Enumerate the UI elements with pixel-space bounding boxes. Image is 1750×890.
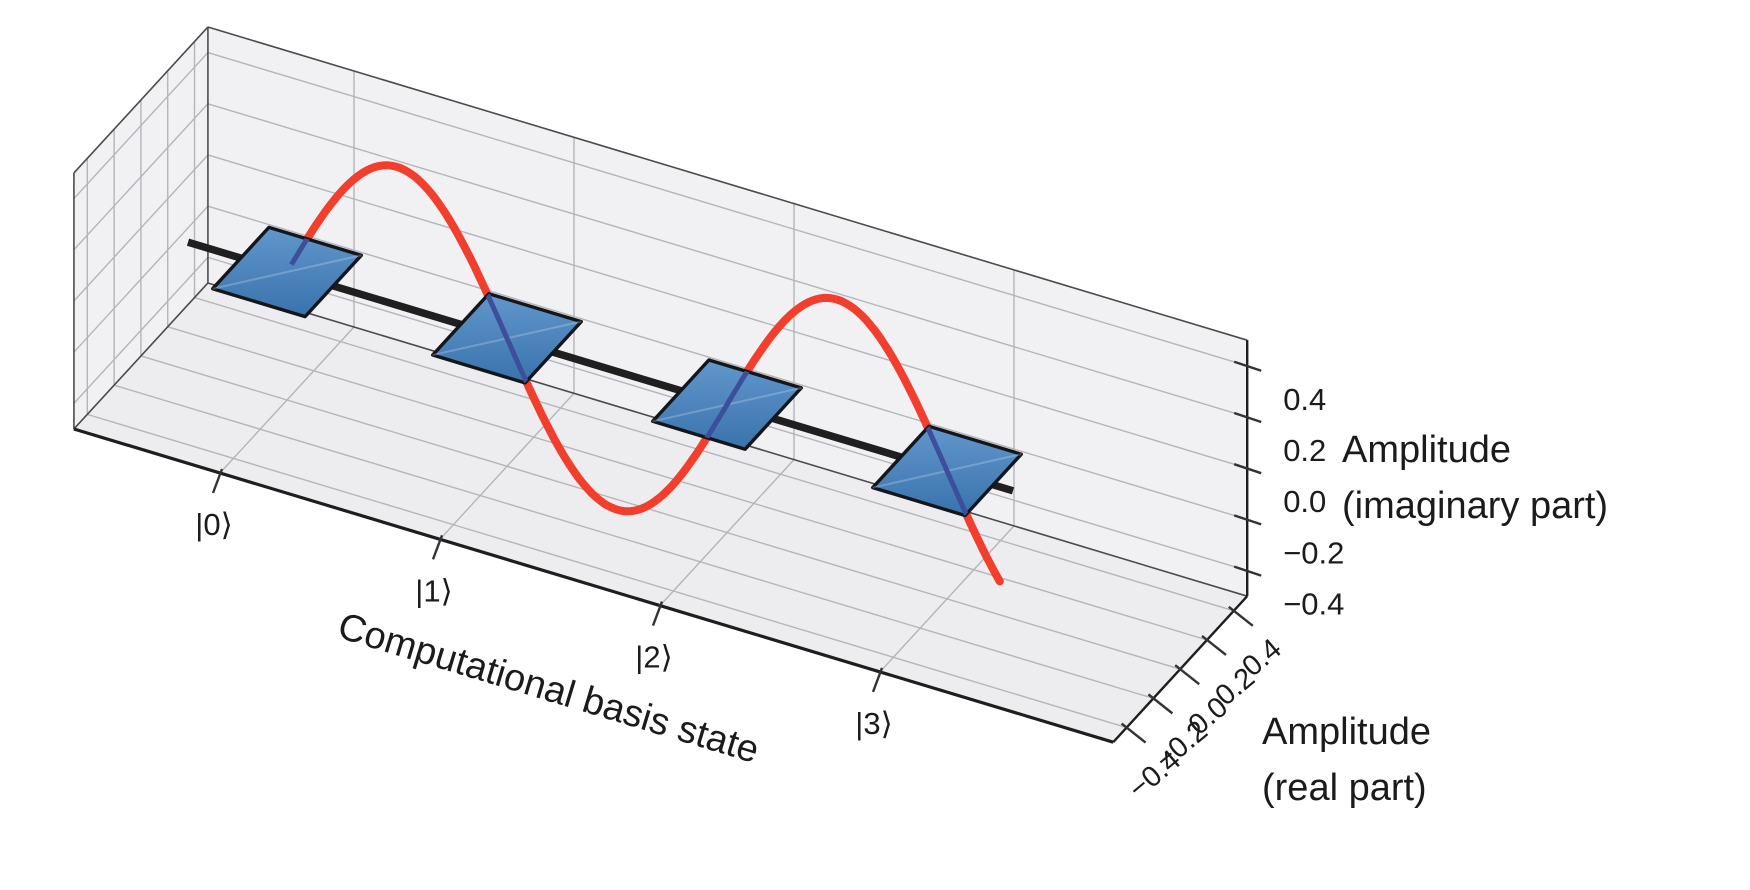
x-tick (431, 534, 444, 560)
real-axis-label-line2: (real part) (1262, 767, 1427, 809)
grid-line (207, 51, 1248, 367)
imag-axis-tick-label: 0.2 (1283, 433, 1326, 468)
real-axis-tick (1201, 635, 1227, 656)
imag-axis-tick (1233, 360, 1262, 372)
x-axis-line (73, 427, 1114, 744)
imag-axis-tick (1233, 411, 1262, 424)
real-axis-label-line1: Amplitude (1262, 711, 1431, 753)
grid-line (113, 384, 1154, 700)
imag-axis-tick-label: 0.4 (1283, 382, 1326, 417)
x-tick (871, 667, 884, 693)
real-axis-tick (1228, 605, 1254, 627)
box-edge (73, 26, 209, 174)
imag-axis-tick-label: −0.2 (1283, 535, 1344, 570)
imag-axis-label-line2: (imaginary part) (1342, 485, 1608, 527)
grid-line (207, 103, 1248, 418)
x-tick-label: |2⟩ (635, 640, 672, 675)
x-tick-label: |1⟩ (415, 573, 452, 608)
x-axis-label: Computational basis state (333, 605, 764, 772)
real-axis-tick (1120, 722, 1147, 744)
grid-line (207, 154, 1248, 469)
imag-axis-tick (1233, 514, 1262, 526)
imag-axis-tick-label: −0.4 (1283, 587, 1344, 622)
grid-line (140, 355, 1181, 670)
imag-axis-label-line1: Amplitude (1342, 429, 1511, 471)
basis-state-square-0 (210, 225, 363, 319)
x-tick-label: |3⟩ (855, 706, 892, 741)
imag-axis-tick (1233, 463, 1262, 475)
real-axis-tick (1174, 664, 1200, 686)
grid-line (167, 326, 1208, 641)
grid-line (194, 296, 1235, 612)
grid-line (87, 413, 1127, 729)
imag-axis-tick-label: 0.0 (1283, 484, 1326, 519)
grid-line (207, 205, 1248, 521)
square-seam (212, 254, 362, 290)
amplitude-wave-curve (287, 161, 1004, 586)
box-edge (73, 282, 209, 430)
imag-axis-tick (1233, 565, 1262, 577)
x-tick (651, 601, 664, 627)
x-tick-label: |0⟩ (195, 507, 232, 542)
x-tick (211, 468, 224, 494)
real-axis-tick (1147, 693, 1174, 715)
box-edge (207, 26, 1248, 341)
